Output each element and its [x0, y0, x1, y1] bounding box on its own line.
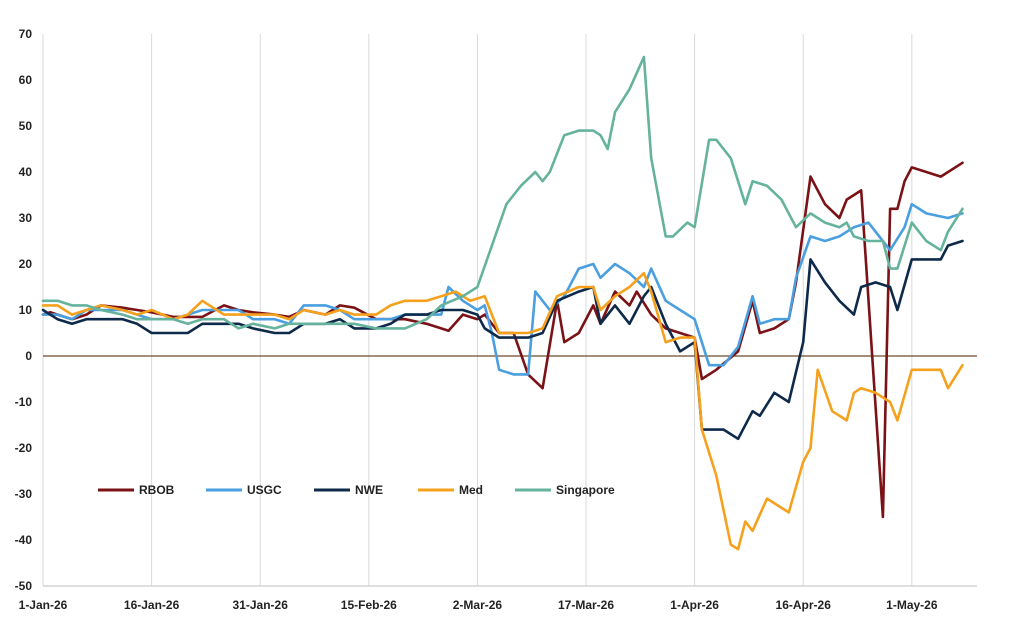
x-tick-label: 2-Mar-26	[453, 598, 503, 612]
series-line-nwe	[41, 239, 964, 441]
x-tick-label: 16-Jan-26	[124, 598, 180, 612]
legend-label-singapore: Singapore	[556, 483, 615, 497]
y-tick-label: -40	[15, 533, 33, 547]
x-tick-label: 17-Mar-26	[558, 598, 614, 612]
series-line-rbob	[41, 161, 964, 519]
y-tick-label: 10	[19, 303, 33, 317]
x-tick-label: 1-May-26	[886, 598, 938, 612]
zero-line-group	[43, 355, 977, 587]
y-tick-label: -20	[15, 441, 33, 455]
y-tick-label: -10	[15, 395, 33, 409]
x-tick-label: 1-Jan-26	[19, 598, 68, 612]
y-tick-label: 0	[25, 349, 32, 363]
y-tick-label: -30	[15, 487, 33, 501]
legend-label-usgc: USGC	[247, 483, 282, 497]
y-tick-label: 60	[19, 73, 33, 87]
y-tick-label: 70	[19, 27, 33, 41]
legend-label-nwe: NWE	[355, 483, 383, 497]
x-tick-label: 1-Apr-26	[670, 598, 719, 612]
series-line-med	[41, 271, 964, 551]
legend-label-rbob: RBOB	[139, 483, 175, 497]
legend: RBOB USGC NWE Med Singapore	[98, 483, 615, 497]
y-tick-label: -50	[15, 579, 33, 593]
x-tick-label: 16-Apr-26	[776, 598, 832, 612]
legend-label-med: Med	[459, 483, 483, 497]
x-axis-tick-labels: 1-Jan-26 16-Jan-26 31-Jan-26 15-Feb-26 2-Mar…	[19, 598, 938, 612]
y-tick-label: 40	[19, 165, 33, 179]
y-axis-tick-labels: 70 60 50 40 30 20 10 0 -10 -20 -30 -40 -50	[15, 27, 33, 593]
x-tick-label: 31-Jan-26	[233, 598, 289, 612]
y-tick-label: 50	[19, 119, 33, 133]
y-tick-label: 30	[19, 211, 33, 225]
x-tick-label: 15-Feb-26	[341, 598, 397, 612]
series-line-usgc	[41, 202, 964, 376]
series-line-singapore	[41, 55, 964, 330]
series-lines	[41, 55, 964, 551]
y-tick-label: 20	[19, 257, 33, 271]
